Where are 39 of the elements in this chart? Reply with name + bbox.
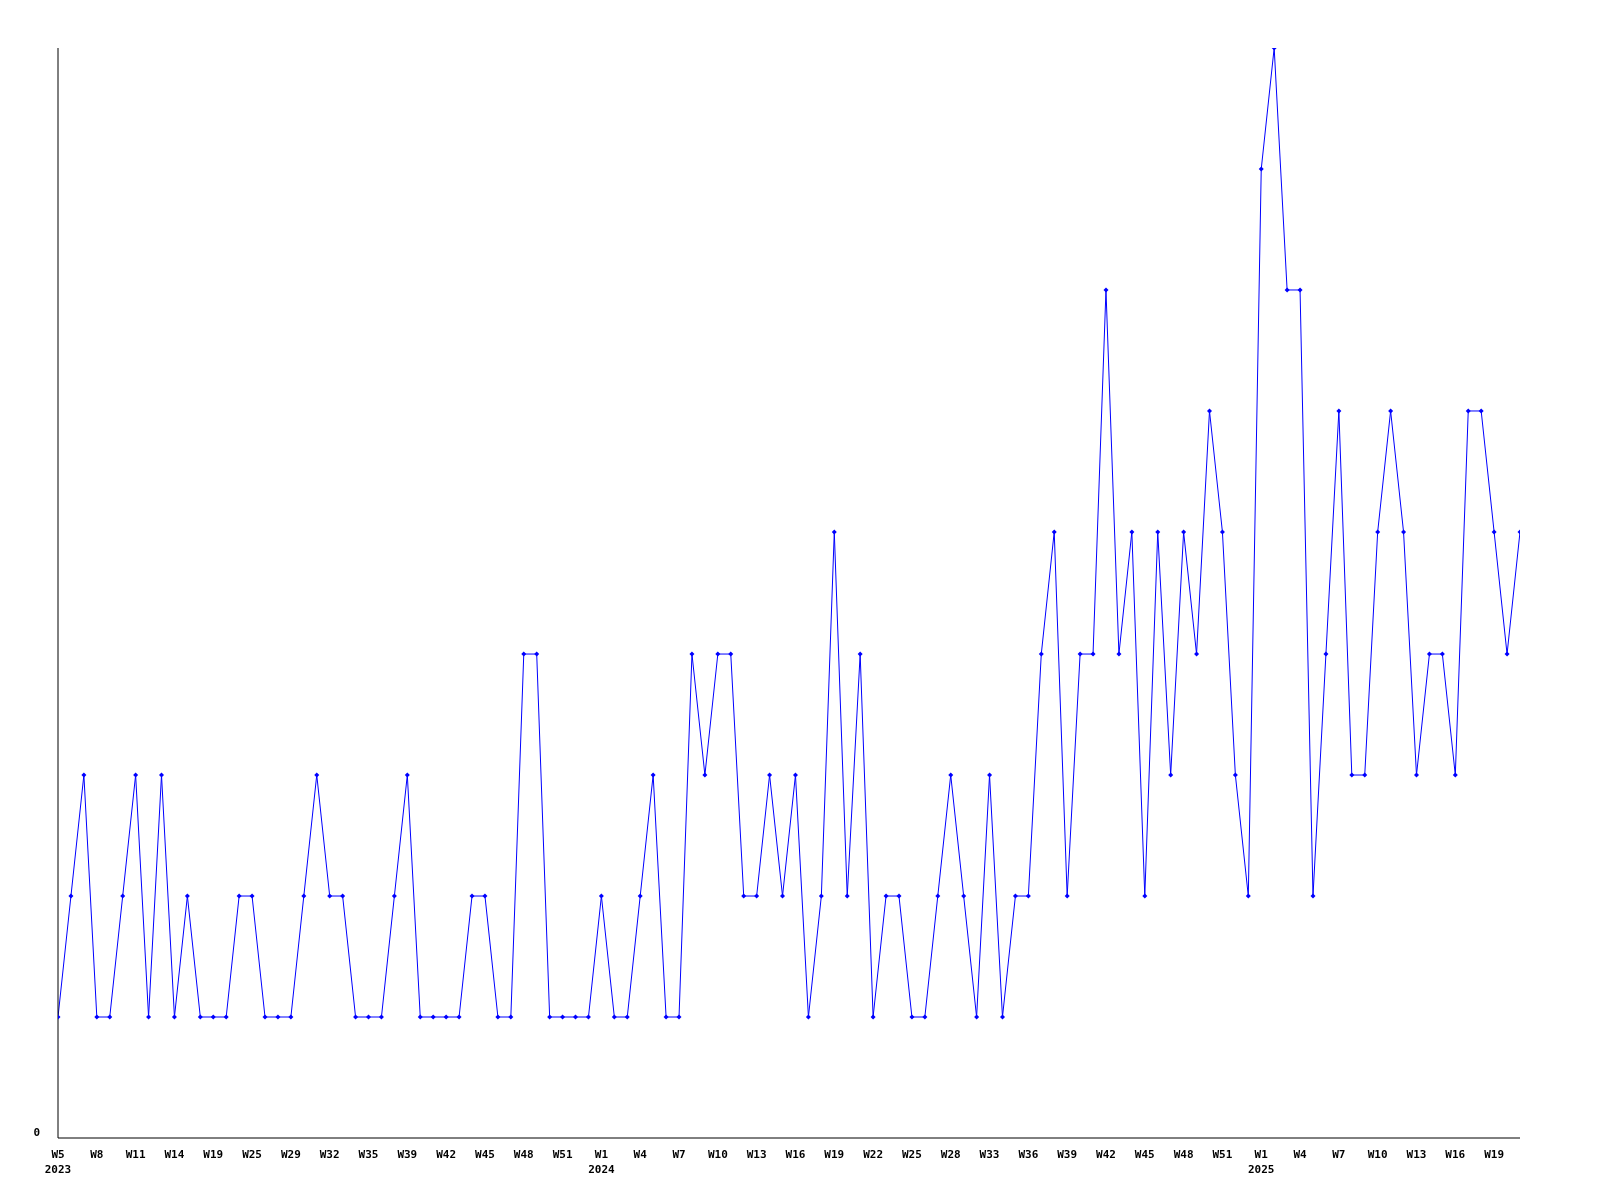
x-tick-label: W13 (746, 1148, 767, 1161)
x-tick-label: W33 (979, 1148, 1000, 1161)
x-tick-label: W45 (475, 1148, 495, 1161)
x-tick-label: W14 (164, 1148, 185, 1161)
text: 0 (33, 1125, 41, 1139)
x-tick-label: W32 (319, 1148, 340, 1161)
x-tick-label: W16 (1445, 1148, 1466, 1161)
x-tick-label: W29 (280, 1148, 301, 1161)
x-tick-label: W45 (1134, 1148, 1155, 1161)
x-tick-label: W4 (633, 1148, 648, 1161)
x-tick-label: W7 (672, 1148, 686, 1161)
x-tick-label: W39 (1057, 1148, 1078, 1161)
x-tick-label: W48 (513, 1148, 534, 1161)
x-tick-label: W5 2023 (44, 1148, 72, 1176)
x-tick-label: W25 (901, 1148, 922, 1161)
x-tick-label: W36 (1018, 1148, 1039, 1161)
x-tick-label: W19 (203, 1148, 224, 1161)
x-tick-label: W35 (358, 1148, 379, 1161)
x-tick-label: W4 (1293, 1148, 1308, 1161)
x-tick-label: W16 (785, 1148, 806, 1161)
x-tick-label: W19 (1484, 1148, 1505, 1161)
x-tick-label: W13 (1406, 1148, 1427, 1161)
x-tick-label: W8 (90, 1148, 104, 1161)
x-tick-label: W10 (707, 1148, 728, 1161)
x-tick-label: W39 (397, 1148, 418, 1161)
x-tick-label: W25 (242, 1148, 263, 1161)
x-tick-label: W51 (552, 1148, 573, 1161)
x-tick-label: W1 2024 (588, 1148, 616, 1176)
x-tick-label: W10 (1367, 1148, 1388, 1161)
x-tick-label: W11 (125, 1148, 146, 1161)
x-tick-label: W42 (1096, 1148, 1116, 1161)
x-tick-label: W19 (824, 1148, 845, 1161)
x-tick-label: W7 (1332, 1148, 1346, 1161)
x-tick-label: W42 (436, 1148, 457, 1161)
x-tick-label: W28 (940, 1148, 961, 1161)
x-tick-label: W51 (1212, 1148, 1233, 1161)
x-tick-label: W48 (1173, 1148, 1194, 1161)
x-tick-label: W22 (863, 1148, 884, 1161)
x-tick-label: W1 2025 (1247, 1148, 1275, 1176)
